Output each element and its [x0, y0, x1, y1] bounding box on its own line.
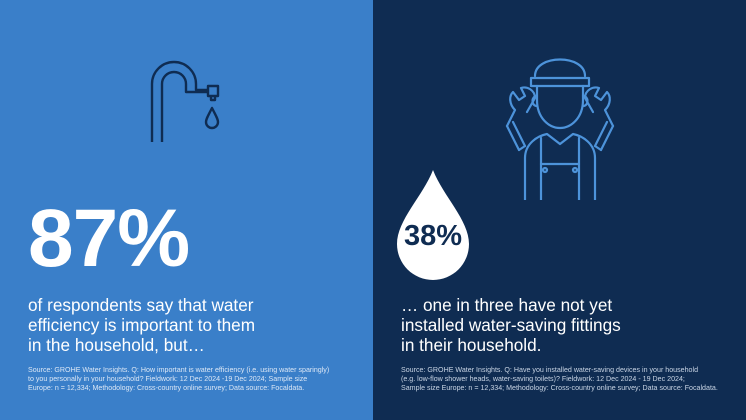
- statement-line: of respondents say that water: [28, 295, 254, 315]
- stat-38-percent: 38%: [403, 220, 463, 252]
- statement-line: installed water-saving fittings: [401, 314, 621, 335]
- source-line: (e.g. low-flow shower heads, water-savin…: [401, 375, 685, 383]
- left-statement: of respondents say that water efficiency…: [28, 295, 358, 355]
- source-line: Europe: n = 12,334; Methodology: Cross-c…: [28, 384, 305, 392]
- water-tap-icon: [150, 60, 220, 142]
- right-panel: 38% … one in three have not yet installe…: [373, 0, 746, 420]
- left-panel: 87% of respondents say that water effici…: [0, 0, 373, 420]
- source-line: to you personally in your household? Fie…: [28, 375, 308, 383]
- source-line: Sample size Europe: n = 12,334; Methodol…: [401, 384, 718, 392]
- plumber-with-wrenches-icon: [505, 58, 615, 200]
- statement-line: efficiency is important to them: [28, 314, 256, 335]
- water-drop-icon: [397, 170, 469, 280]
- right-source-note: Source: GROHE Water Insights. Q: Have yo…: [401, 366, 736, 393]
- statement-line: … one in three have not yet: [401, 295, 613, 315]
- statement-line: in their household.: [401, 334, 542, 355]
- right-statement: … one in three have not yet installed wa…: [401, 295, 731, 355]
- statement-line: in the household, but…: [28, 334, 205, 355]
- left-source-note: Source: GROHE Water Insights. Q: How imp…: [28, 366, 363, 393]
- source-line: Source: GROHE Water Insights. Q: Have yo…: [401, 366, 699, 374]
- stat-87-percent: 87%: [28, 193, 190, 284]
- source-line: Source: GROHE Water Insights. Q: How imp…: [28, 366, 330, 374]
